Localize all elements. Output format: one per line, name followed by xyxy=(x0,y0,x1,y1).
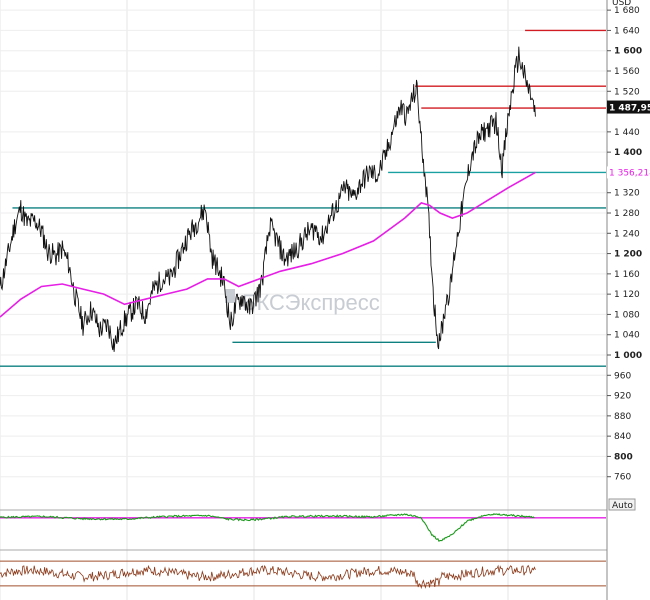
tick-label: 880 xyxy=(614,412,631,422)
tick-label: 960 xyxy=(614,371,631,381)
ma-value-label: 1 356,2185 xyxy=(609,168,650,178)
tick-label: 800 xyxy=(614,452,633,462)
rsi-panel: Value48,055 xyxy=(0,560,650,590)
tick-label: 1 240 xyxy=(614,229,640,239)
support-resistance-levels xyxy=(0,29,606,367)
tick-label: 840 xyxy=(614,432,631,442)
auto-button-label[interactable]: Auto xyxy=(612,501,633,511)
tick-label: 1 560 xyxy=(614,67,640,77)
price-line xyxy=(0,46,536,352)
grid xyxy=(0,0,606,600)
moving-average-line xyxy=(0,171,536,318)
ma-value-box xyxy=(607,166,650,179)
tick-label: 1 000 xyxy=(614,351,642,361)
tick-label: 1 320 xyxy=(614,189,640,199)
moving-average-series xyxy=(0,171,536,318)
tick-label: 1 040 xyxy=(614,331,640,341)
tick-label: 1 680 xyxy=(614,6,640,16)
tick-label: 1 280 xyxy=(614,209,640,219)
current-price-box xyxy=(607,100,650,114)
tick-label: 920 xyxy=(614,392,631,402)
tick-label: 1 120 xyxy=(614,290,640,300)
tick-label: 1 520 xyxy=(614,87,640,97)
price-series xyxy=(0,46,536,352)
oscillator-line xyxy=(0,513,535,542)
oscillator-panel: 17,019965ValueUSD xyxy=(0,509,650,551)
current-price-label: 1 487,950 xyxy=(609,104,650,114)
rsi-line xyxy=(0,564,536,590)
tick-label: 760 xyxy=(614,473,631,483)
tick-label: 1 600 xyxy=(614,47,642,57)
tick-label: 1 200 xyxy=(614,250,642,260)
tick-label: 1 400 xyxy=(614,148,642,158)
watermark: БКСЭкспресс xyxy=(225,289,380,315)
tick-label: 1 160 xyxy=(614,270,640,280)
tick-label: 1 640 xyxy=(614,26,640,36)
watermark-logo-block xyxy=(225,289,235,303)
currency-label: USD xyxy=(612,0,631,8)
tick-label: 1 440 xyxy=(614,128,640,138)
auto-button[interactable] xyxy=(608,498,636,511)
tick-label: 1 080 xyxy=(614,310,640,320)
watermark-text: БКСЭкспресс xyxy=(242,290,380,315)
